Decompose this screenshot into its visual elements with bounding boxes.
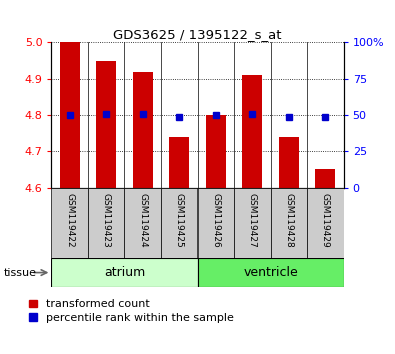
Bar (133, 72, 153, 188)
Bar (242, 75, 262, 188)
Title: GDS3625 / 1395122_s_at: GDS3625 / 1395122_s_at (113, 28, 282, 41)
Bar (279, 137, 299, 188)
Bar (206, 115, 226, 188)
Bar (198, 258, 344, 287)
Bar (124, 188, 161, 258)
Bar (315, 170, 335, 188)
Bar (234, 188, 271, 258)
Text: GSM119428: GSM119428 (284, 193, 293, 248)
Bar (51, 188, 88, 258)
Bar (198, 188, 234, 258)
Text: tissue: tissue (4, 268, 37, 278)
Bar (96, 61, 116, 188)
Bar (169, 137, 189, 188)
Text: GSM119424: GSM119424 (138, 193, 147, 248)
Bar (60, 42, 80, 188)
Legend: transformed count, percentile rank within the sample: transformed count, percentile rank withi… (29, 299, 234, 323)
Text: GSM119427: GSM119427 (248, 193, 257, 248)
Bar (307, 188, 344, 258)
Text: GSM119423: GSM119423 (102, 193, 111, 248)
Text: atrium: atrium (104, 266, 145, 279)
Bar (88, 188, 124, 258)
Bar (161, 188, 198, 258)
Text: GSM119426: GSM119426 (211, 193, 220, 248)
Bar (271, 188, 307, 258)
Text: GSM119422: GSM119422 (65, 193, 74, 248)
Text: ventricle: ventricle (243, 266, 298, 279)
Text: GSM119425: GSM119425 (175, 193, 184, 248)
Text: GSM119429: GSM119429 (321, 193, 330, 248)
Bar (51, 258, 198, 287)
